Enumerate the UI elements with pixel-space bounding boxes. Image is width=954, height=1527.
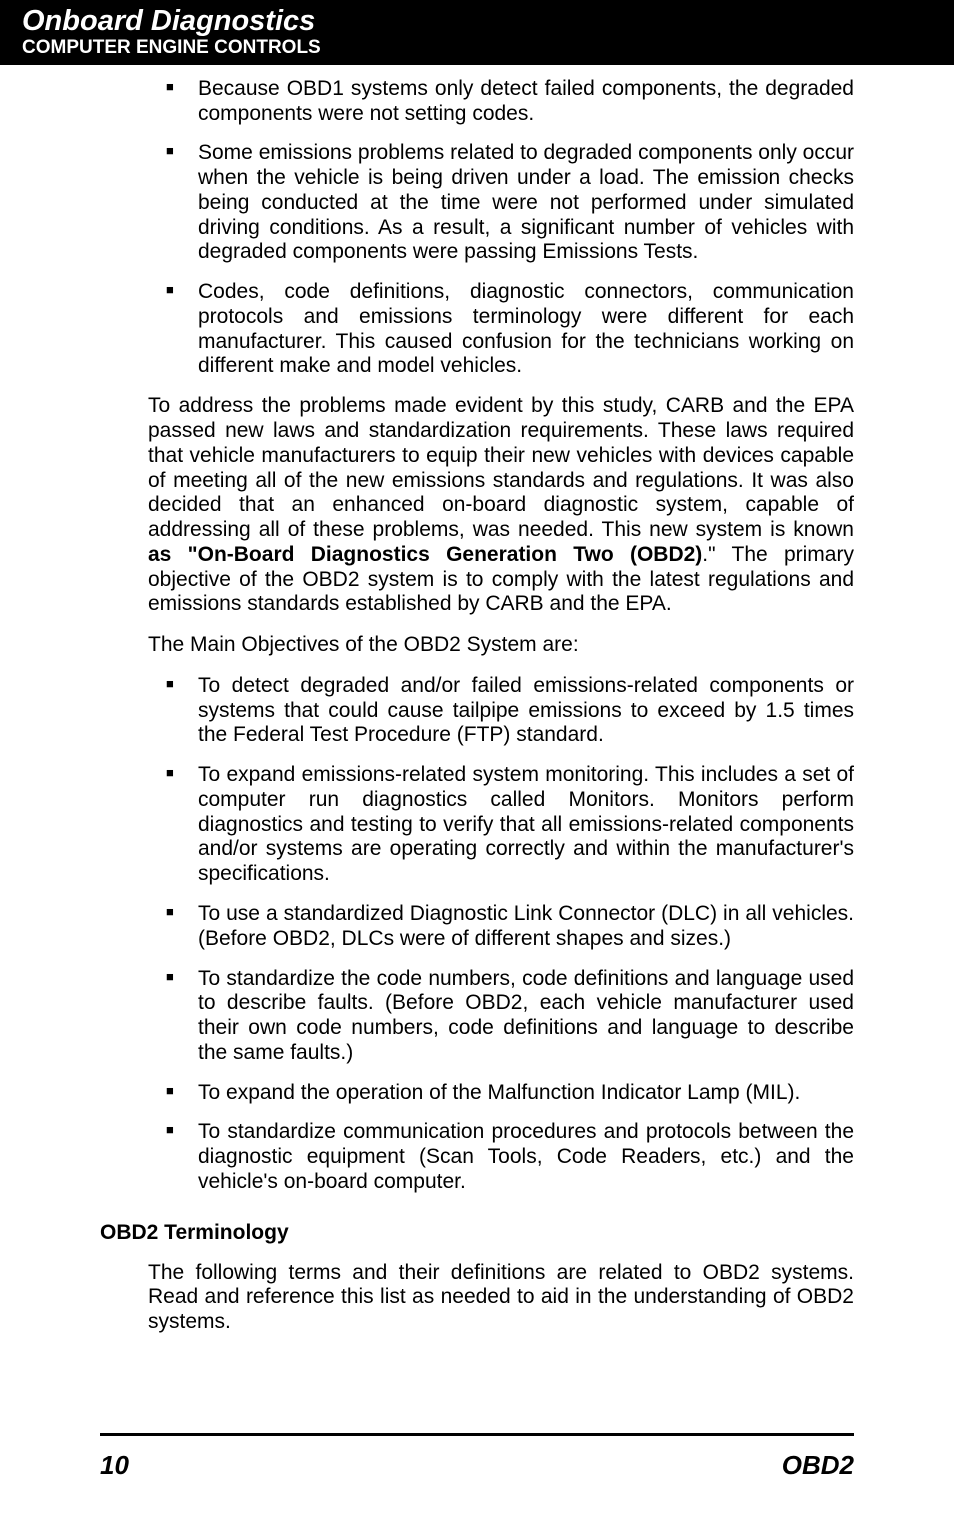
- obd2-intro-paragraph: To address the problems made evident by …: [148, 394, 854, 617]
- terminology-paragraph: The following terms and their definition…: [148, 1261, 854, 1335]
- intro-block: Because OBD1 systems only detect failed …: [100, 77, 854, 1195]
- header-subtitle: COMPUTER ENGINE CONTROLS: [22, 38, 954, 59]
- list-item: Some emissions problems related to degra…: [198, 141, 854, 265]
- obd1-issues-list: Because OBD1 systems only detect failed …: [148, 77, 854, 379]
- terminology-block: The following terms and their definition…: [100, 1261, 854, 1335]
- footer-rule: [100, 1433, 854, 1436]
- list-item: To use a standardized Diagnostic Link Co…: [198, 902, 854, 952]
- paragraph-bold: as "On-Board Diagnostics Generation Two …: [148, 543, 702, 566]
- list-item: To detect degraded and/or failed emissio…: [198, 674, 854, 748]
- objectives-list: To detect degraded and/or failed emissio…: [148, 674, 854, 1195]
- terminology-heading: OBD2 Terminology: [100, 1221, 854, 1245]
- page-number: 10: [100, 1450, 129, 1481]
- list-item: To standardize the code numbers, code de…: [198, 967, 854, 1066]
- page-content: Because OBD1 systems only detect failed …: [0, 65, 954, 1335]
- objectives-intro: The Main Objectives of the OBD2 System a…: [148, 633, 854, 658]
- list-item: To standardize communication procedures …: [198, 1120, 854, 1194]
- footer-row: 10 OBD2: [100, 1450, 854, 1481]
- footer-label: OBD2: [782, 1450, 854, 1481]
- page-footer: 10 OBD2: [100, 1433, 854, 1481]
- list-item: To expand emissions-related system monit…: [198, 763, 854, 887]
- header-title: Onboard Diagnostics: [22, 6, 954, 38]
- list-item: To expand the operation of the Malfuncti…: [198, 1081, 854, 1106]
- page-header: Onboard Diagnostics COMPUTER ENGINE CONT…: [0, 0, 954, 65]
- list-item: Because OBD1 systems only detect failed …: [198, 77, 854, 127]
- paragraph-text-pre: To address the problems made evident by …: [148, 394, 854, 541]
- list-item: Codes, code definitions, diagnostic conn…: [198, 280, 854, 379]
